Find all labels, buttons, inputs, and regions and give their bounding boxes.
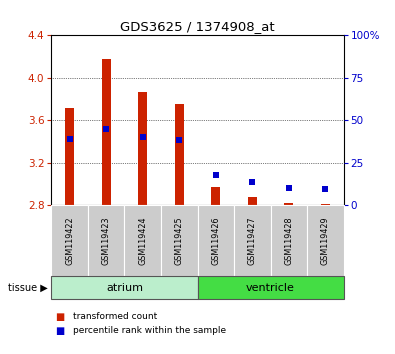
Text: ventricle: ventricle xyxy=(246,282,295,293)
Text: GSM119426: GSM119426 xyxy=(211,216,220,265)
Bar xyxy=(65,108,74,205)
Title: GDS3625 / 1374908_at: GDS3625 / 1374908_at xyxy=(120,20,275,33)
Text: atrium: atrium xyxy=(106,282,143,293)
Text: percentile rank within the sample: percentile rank within the sample xyxy=(73,326,226,336)
Text: GSM119424: GSM119424 xyxy=(138,216,147,265)
Bar xyxy=(248,198,257,205)
Bar xyxy=(321,204,330,205)
Text: tissue ▶: tissue ▶ xyxy=(8,282,48,293)
Text: GSM119429: GSM119429 xyxy=(321,216,330,265)
Text: transformed count: transformed count xyxy=(73,312,157,321)
Text: GSM119427: GSM119427 xyxy=(248,216,257,265)
Bar xyxy=(211,187,220,205)
Text: GSM119422: GSM119422 xyxy=(65,216,74,265)
Bar xyxy=(102,59,111,205)
Text: ■: ■ xyxy=(55,326,64,336)
Bar xyxy=(175,104,184,205)
Text: GSM119425: GSM119425 xyxy=(175,216,184,265)
Text: ■: ■ xyxy=(55,312,64,322)
Text: GSM119423: GSM119423 xyxy=(102,216,111,265)
Bar xyxy=(284,203,293,205)
Bar xyxy=(138,92,147,205)
Text: GSM119428: GSM119428 xyxy=(284,216,293,265)
